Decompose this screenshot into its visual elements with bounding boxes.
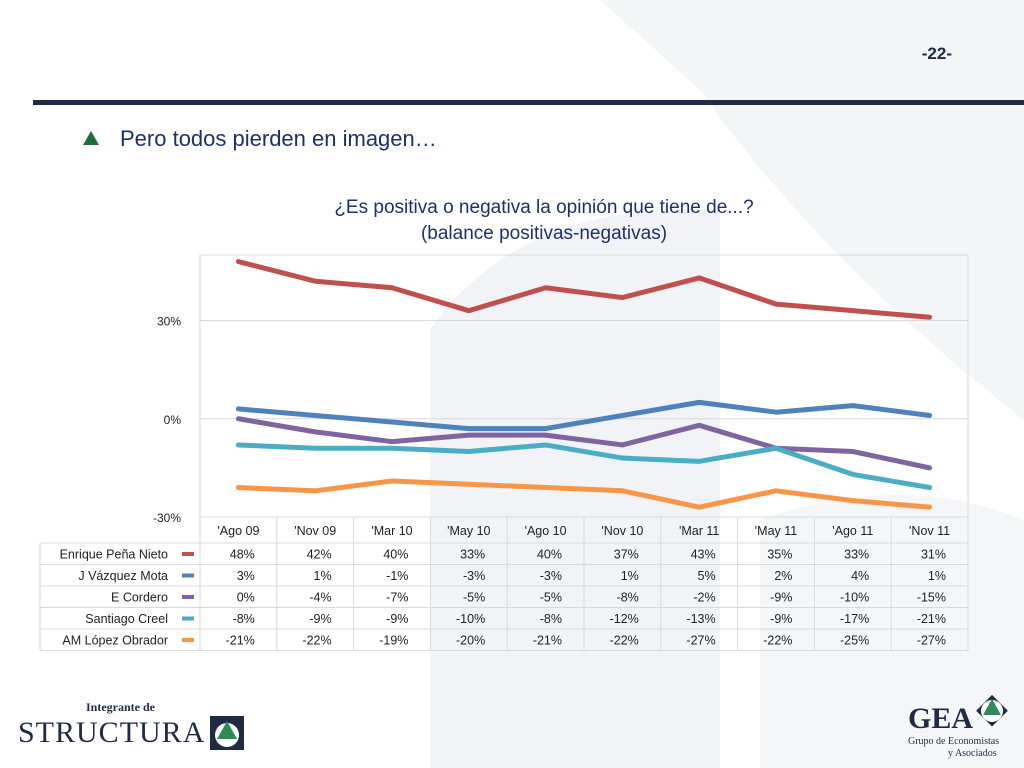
data-value-label: -21% xyxy=(533,634,562,648)
structura-prefix: Integrante de xyxy=(86,700,155,714)
data-value-label: -3% xyxy=(463,569,485,583)
data-value-label: -2% xyxy=(693,591,715,605)
data-value-label: 3% xyxy=(237,569,255,583)
data-value-label: -8% xyxy=(540,612,562,626)
data-value-label: 1% xyxy=(928,569,946,583)
data-value-label: 5% xyxy=(698,569,716,583)
data-value-label: -21% xyxy=(917,612,946,626)
gea-sub-1: Grupo de Economistas xyxy=(908,736,1000,747)
bullet-text: Pero todos pierden en imagen… xyxy=(120,126,437,151)
data-value-label: -10% xyxy=(840,591,869,605)
series-line-3 xyxy=(235,442,933,491)
structura-leaf-icon xyxy=(210,716,245,750)
x-category-label: 'Mar 11 xyxy=(679,524,719,538)
legend-label: J Vázquez Mota xyxy=(78,569,168,583)
series-line-0 xyxy=(235,259,933,320)
data-value-label: 0% xyxy=(237,591,255,605)
x-category-label: 'Nov 09 xyxy=(294,524,336,538)
leaf-bullet-icon xyxy=(83,131,99,145)
data-value-label: -8% xyxy=(233,612,255,626)
data-value-label: -9% xyxy=(770,612,792,626)
x-category-label: 'Nov 11 xyxy=(909,524,950,538)
data-value-label: -12% xyxy=(610,612,639,626)
chart-title-line2: (balance positivas-negativas) xyxy=(420,223,668,244)
header-rule xyxy=(33,100,1024,105)
data-value-label: 4% xyxy=(851,569,869,583)
y-tick-label: -30% xyxy=(153,511,181,525)
structura-logo: Integrante de STRUCTURA xyxy=(18,700,245,751)
x-category-label: 'Ago 11 xyxy=(832,524,873,538)
x-category-label: 'Mar 10 xyxy=(371,524,412,538)
x-category-label: 'Nov 10 xyxy=(601,524,643,538)
gea-name: GEA xyxy=(908,702,974,735)
data-value-label: -17% xyxy=(840,612,869,626)
x-category-label: 'May 11 xyxy=(755,524,797,538)
data-value-label: -3% xyxy=(540,569,562,583)
data-value-label: -9% xyxy=(770,591,792,605)
data-value-label: -15% xyxy=(917,591,946,605)
series-line-4 xyxy=(235,478,933,510)
data-value-label: -9% xyxy=(309,612,331,626)
data-value-label: 33% xyxy=(460,548,485,562)
x-category-label: 'Ago 10 xyxy=(525,524,567,538)
series-line-2 xyxy=(235,416,933,471)
data-value-label: 33% xyxy=(844,548,869,562)
chart-title: ¿Es positiva o negativa la opinión que t… xyxy=(200,195,888,247)
data-value-label: -9% xyxy=(386,612,408,626)
data-value-label: -13% xyxy=(686,612,715,626)
data-value-label: 35% xyxy=(767,548,792,562)
data-value-label: -22% xyxy=(302,634,331,648)
data-value-label: 42% xyxy=(307,548,332,562)
gea-leaf-icon xyxy=(976,694,1008,727)
data-value-label: -22% xyxy=(610,634,639,648)
page-number: -22- xyxy=(921,44,952,63)
data-value-label: -5% xyxy=(463,591,485,605)
data-value-label: -19% xyxy=(379,634,408,648)
gea-logo: GEA Grupo de Economistas y Asociados xyxy=(908,694,1009,760)
structura-name: STRUCTURA xyxy=(18,716,206,749)
data-value-label: 37% xyxy=(614,548,639,562)
data-value-label: 1% xyxy=(621,569,639,583)
x-category-label: 'Ago 09 xyxy=(217,524,259,538)
data-value-label: 31% xyxy=(921,548,946,562)
legend-label: AM López Obrador xyxy=(62,634,168,648)
legend-label: E Cordero xyxy=(111,591,168,605)
data-value-label: -22% xyxy=(763,634,792,648)
y-tick-label: 0% xyxy=(164,413,182,427)
data-value-label: -7% xyxy=(386,591,408,605)
data-value-label: -27% xyxy=(917,634,946,648)
bullet-row: Pero todos pierden en imagen… xyxy=(82,126,437,152)
data-value-label: -5% xyxy=(540,591,562,605)
data-value-label: -1% xyxy=(386,569,408,583)
data-value-label: -10% xyxy=(456,612,485,626)
data-value-label: 2% xyxy=(774,569,792,583)
data-value-label: -25% xyxy=(840,634,869,648)
series-line-1 xyxy=(235,399,933,432)
data-value-label: 40% xyxy=(383,548,408,562)
x-category-label: 'May 10 xyxy=(447,524,490,538)
y-tick-label: 30% xyxy=(157,315,181,329)
data-value-label: 43% xyxy=(691,548,716,562)
gea-sub-2: y Asociados xyxy=(948,748,997,759)
data-value-label: -27% xyxy=(686,634,715,648)
data-value-label: 1% xyxy=(314,569,332,583)
legend-label: Santiago Creel xyxy=(85,612,168,626)
legend-label: Enrique Peña Nieto xyxy=(60,548,168,562)
data-value-label: -8% xyxy=(617,591,639,605)
data-value-label: 48% xyxy=(230,548,255,562)
data-value-label: -21% xyxy=(226,634,255,648)
data-value-label: -20% xyxy=(456,634,485,648)
chart-title-line1: ¿Es positiva o negativa la opinión que t… xyxy=(334,197,754,218)
data-value-label: -4% xyxy=(309,591,331,605)
data-value-label: 40% xyxy=(537,548,562,562)
